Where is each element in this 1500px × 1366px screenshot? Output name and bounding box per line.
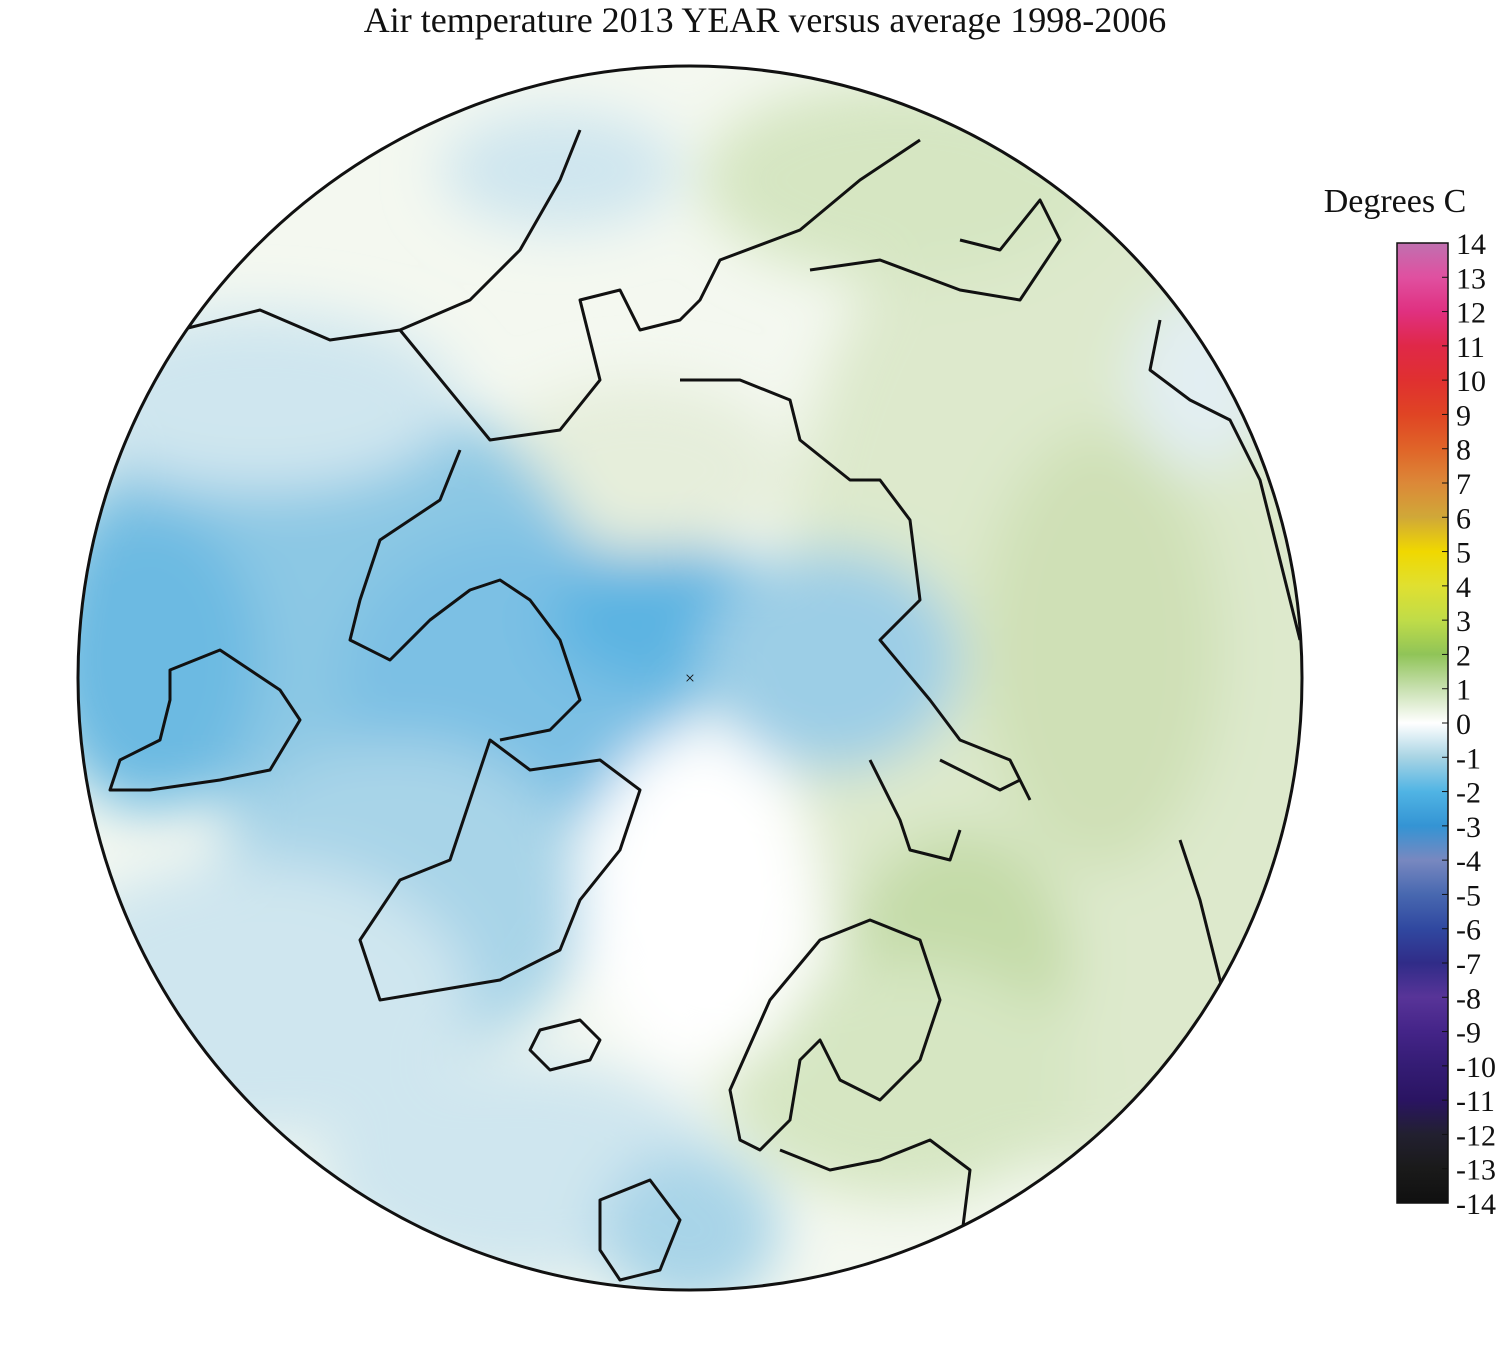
colorbar-tick-label: -13: [1456, 1154, 1496, 1187]
coastlines: [108, 129, 1302, 1282]
colorbar-tick-label: -4: [1456, 845, 1481, 878]
colorbar-tick-label: 0: [1456, 708, 1471, 741]
colorbar-tick-label: 12: [1456, 297, 1486, 330]
colorbar-tick-label: -3: [1456, 811, 1481, 844]
colorbar-tick-label: 8: [1456, 434, 1471, 467]
colorbar-tick-label: 6: [1456, 502, 1471, 535]
colorbar-tick-label: -12: [1456, 1119, 1496, 1152]
colorbar-tick-label: -5: [1456, 879, 1481, 912]
colorbar-tick-label: 7: [1456, 468, 1471, 501]
colorbar: 14131211109876543210-1-2-3-4-5-6-7-8-9-1…: [1396, 228, 1496, 1221]
colorbar-tick-label: -10: [1456, 1051, 1496, 1084]
colorbar-tick-label: -11: [1456, 1085, 1495, 1118]
colorbar-tick-label: -1: [1456, 742, 1481, 775]
colorbar-tick-label: -14: [1456, 1188, 1496, 1221]
colorbar-tick-label: 2: [1456, 639, 1471, 672]
pole-mark: ×: [685, 668, 695, 688]
colorbar-label: Degrees C: [1324, 183, 1467, 220]
colorbar-tick-label: 3: [1456, 605, 1471, 638]
temperature-field: ×: [78, 66, 1302, 1290]
colorbar-tick-label: 14: [1456, 228, 1486, 261]
colorbar-tick-label: 13: [1456, 262, 1486, 295]
colorbar-tick-label: -6: [1456, 914, 1481, 947]
colorbar-tick-label: 4: [1456, 571, 1471, 604]
colorbar-tick-label: 1: [1456, 674, 1471, 707]
colorbar-tick-label: -7: [1456, 948, 1481, 981]
colorbar-ramp: [1396, 242, 1449, 1204]
colorbar-tick-label: 5: [1456, 537, 1471, 570]
colorbar-tick-label: -8: [1456, 982, 1481, 1015]
colorbar-tick-label: 10: [1456, 365, 1486, 398]
colorbar-tick-label: -9: [1456, 1017, 1481, 1050]
title: Air temperature 2013 YEAR versus average…: [364, 0, 1166, 40]
colorbar-tick-label: 9: [1456, 399, 1471, 432]
colorbar-tick-label: 11: [1456, 331, 1485, 364]
colorbar-tick-label: -2: [1456, 777, 1481, 810]
map-border: [76, 64, 1304, 1292]
